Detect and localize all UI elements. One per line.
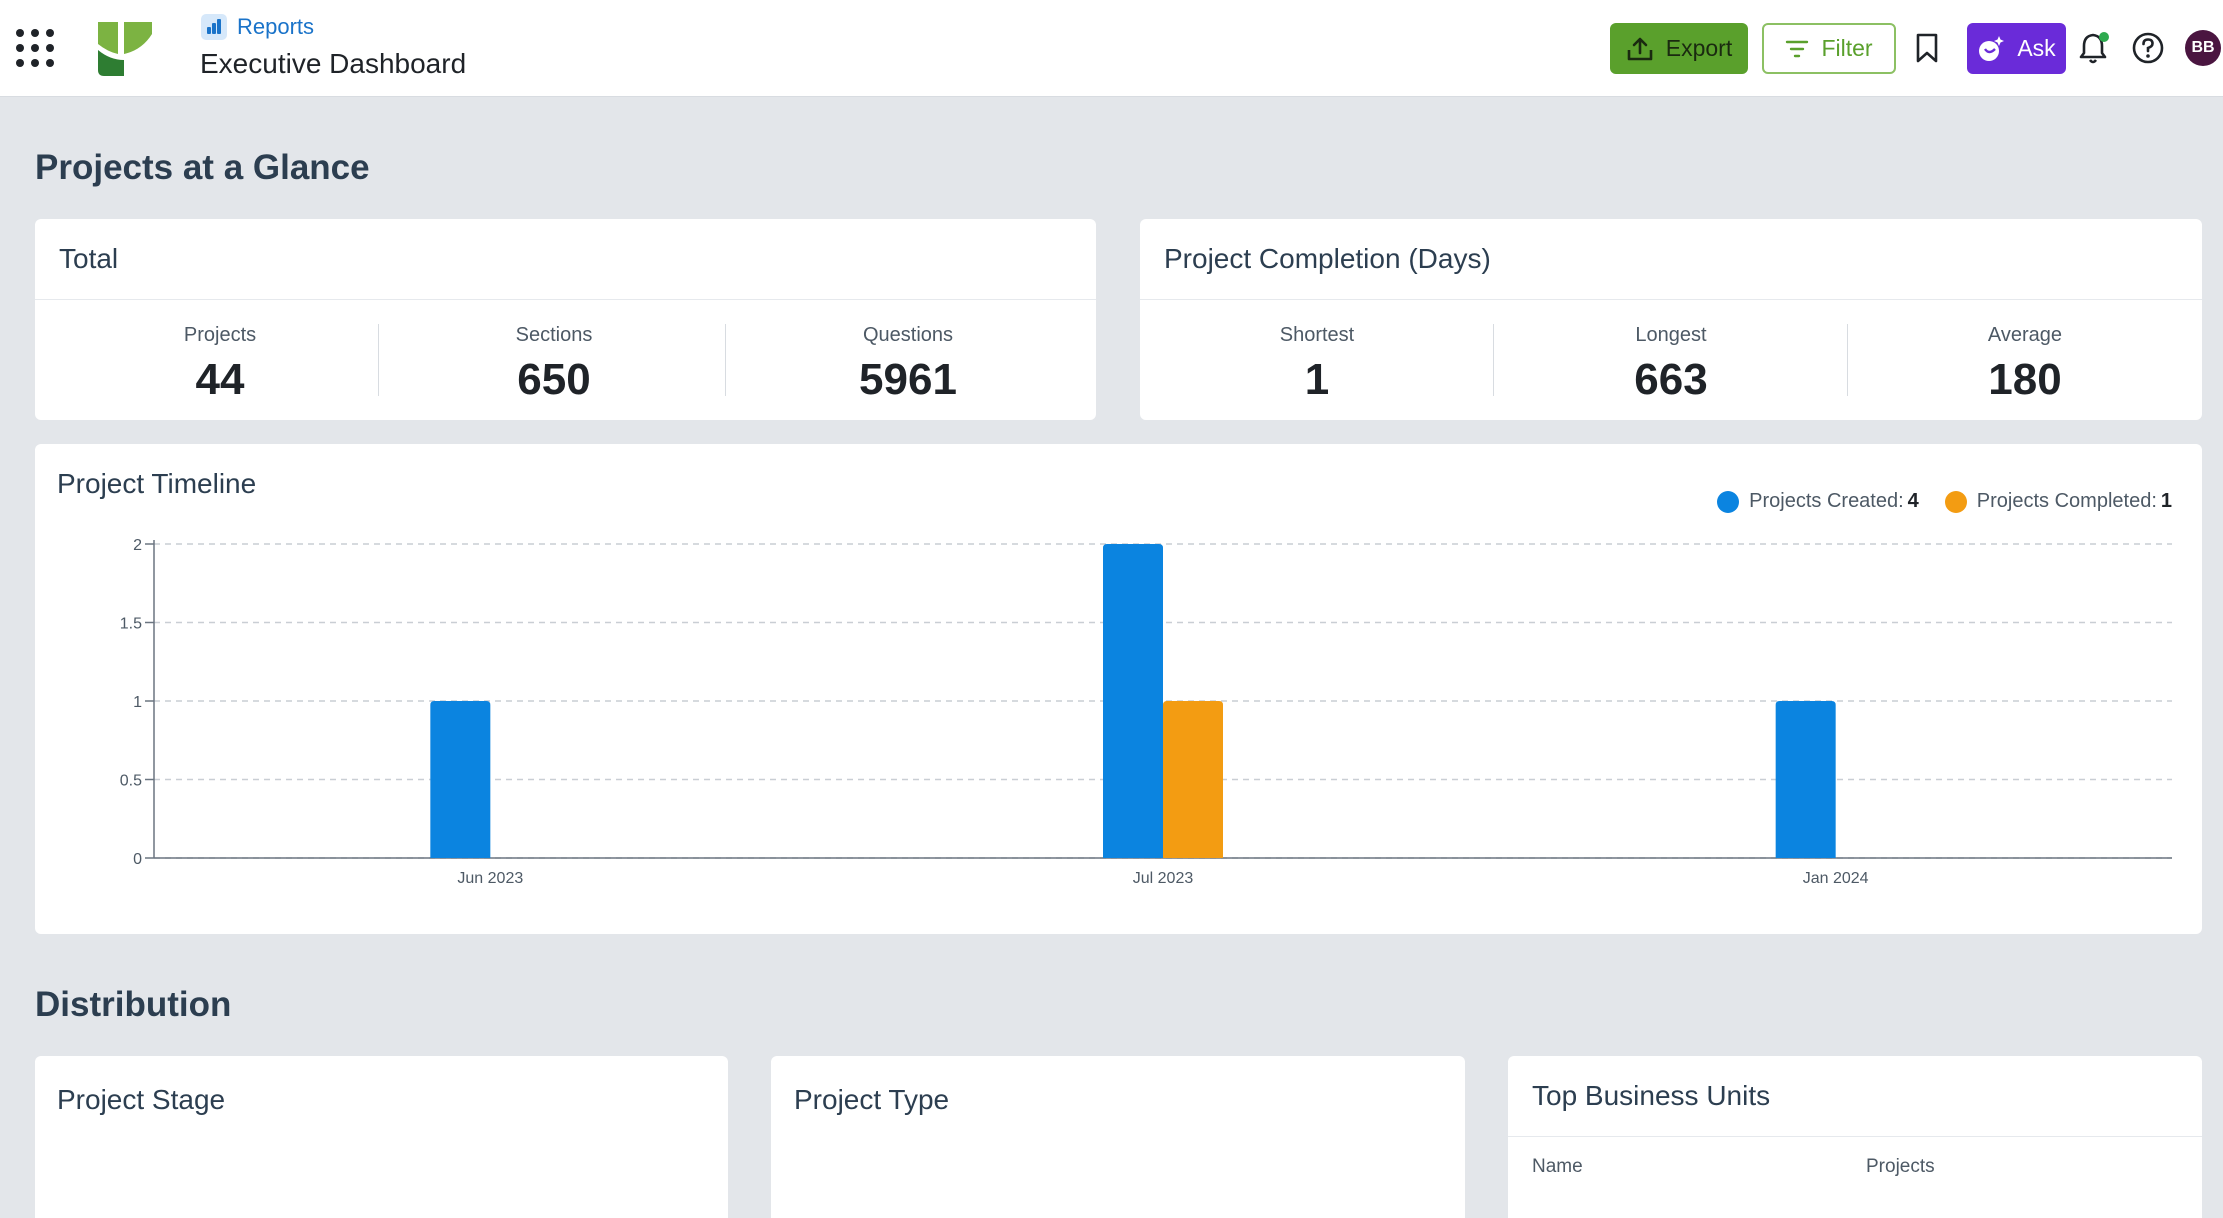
stat-value: 663 [1634, 355, 1708, 404]
bar [1163, 701, 1223, 858]
card-divider [35, 299, 1096, 300]
stat-label: Projects [183, 324, 257, 346]
x-tick-label: Jul 2023 [1133, 870, 1194, 887]
upload-icon [1627, 37, 1653, 60]
ai-sparkle-icon [1979, 35, 2005, 61]
timeline-chart: 0 0.5 1 1.5 2 Jun 2023 Jul 2023 Jan 2024 [120, 537, 2172, 887]
export-button[interactable]: Export [1610, 23, 1748, 74]
y-tick-label: 1.5 [120, 616, 142, 633]
top-bar: Reports Executive Dashboard Export Filte… [0, 0, 2223, 97]
export-label: Export [1665, 35, 1733, 61]
breadcrumb-label: Reports [237, 14, 315, 39]
filter-button[interactable]: Filter [1762, 23, 1896, 74]
timeline-card: Project Timeline Projects Created: 4 Pro… [35, 444, 2202, 934]
legend-item-created[interactable]: Projects Created: 4 [1717, 490, 1919, 513]
stat-separator [1847, 324, 1848, 396]
legend-value: 1 [2160, 490, 2172, 512]
total-card: Total Projects 44 Sections 650 Questions… [35, 219, 1096, 420]
app-logo [98, 22, 152, 76]
stat-label: Questions [862, 324, 954, 346]
stat-label: Sections [515, 324, 593, 346]
stat-value: 180 [1988, 355, 2062, 404]
help-icon[interactable] [2128, 28, 2168, 68]
project-type-card: Project Type [771, 1056, 1465, 1218]
stat-value: 44 [195, 355, 245, 404]
stat-separator [725, 324, 726, 396]
stat-label: Longest [1635, 324, 1707, 346]
stat-shortest: Shortest 1 [1140, 324, 1494, 405]
legend-swatch [1944, 490, 1967, 513]
stat-separator [378, 324, 379, 396]
legend-label: Projects Completed: [1976, 490, 2157, 512]
section-title-glance: Projects at a Glance [35, 148, 370, 187]
y-tick-label: 0 [133, 851, 142, 868]
y-tick-label: 2 [133, 537, 142, 554]
notification-bell-icon[interactable] [2074, 28, 2114, 68]
legend-value: 4 [1907, 490, 1919, 512]
section-title-distribution: Distribution [35, 985, 232, 1024]
stat-longest: Longest 663 [1494, 324, 1848, 405]
stat-questions: Questions 5961 [729, 324, 1087, 405]
project-type-title: Project Type [794, 1084, 950, 1115]
breadcrumb-reports[interactable]: Reports [201, 14, 314, 40]
timeline-title: Project Timeline [57, 468, 257, 499]
project-stage-card: Project Stage [35, 1056, 728, 1218]
x-tick-label: Jan 2024 [1803, 870, 1869, 887]
stat-label: Shortest [1279, 324, 1355, 346]
x-tick-label: Jun 2023 [457, 870, 523, 887]
bar-chart-icon [201, 14, 227, 40]
stat-value: 650 [517, 355, 591, 404]
bar [1103, 544, 1163, 858]
bar [430, 701, 491, 858]
bookmark-icon[interactable] [1907, 28, 1947, 68]
chart-legend: Projects Created: 4 Projects Completed: … [1717, 490, 2172, 513]
filter-icon [1786, 40, 1809, 57]
column-header-projects[interactable]: Projects [1866, 1156, 1935, 1177]
y-tick-label: 1 [133, 694, 142, 711]
card-divider [1140, 299, 2202, 300]
total-card-title: Total [59, 243, 119, 274]
legend-item-completed[interactable]: Projects Completed: 1 [1944, 490, 2172, 513]
top-business-units-card: Top Business Units Name Projects [1508, 1056, 2202, 1218]
y-tick-label: 0.5 [120, 773, 142, 790]
stat-projects: Projects 44 [55, 324, 385, 405]
stat-average: Average 180 [1848, 324, 2202, 405]
completion-card-title: Project Completion (Days) [1164, 243, 1491, 274]
ask-label: Ask [2017, 35, 2056, 61]
bar [1775, 701, 1836, 858]
user-avatar[interactable]: BB [2185, 30, 2221, 66]
column-header-name[interactable]: Name [1532, 1156, 1583, 1177]
legend-swatch [1717, 490, 1740, 513]
app-launcher-icon[interactable] [14, 27, 56, 69]
top-business-units-title: Top Business Units [1532, 1080, 1771, 1111]
ask-button[interactable]: Ask [1967, 23, 2066, 74]
legend-label: Projects Created: [1749, 490, 1904, 512]
stat-separator [1493, 324, 1494, 396]
stat-value: 5961 [859, 355, 957, 404]
project-stage-title: Project Stage [57, 1084, 226, 1115]
stat-value: 1 [1304, 355, 1330, 404]
page-title: Executive Dashboard [200, 48, 467, 79]
card-divider [1508, 1136, 2202, 1137]
stat-label: Average [1987, 324, 2063, 346]
stat-sections: Sections 650 [381, 324, 727, 405]
completion-card: Project Completion (Days) Shortest 1 Lon… [1140, 219, 2202, 420]
filter-label: Filter [1821, 35, 1873, 61]
